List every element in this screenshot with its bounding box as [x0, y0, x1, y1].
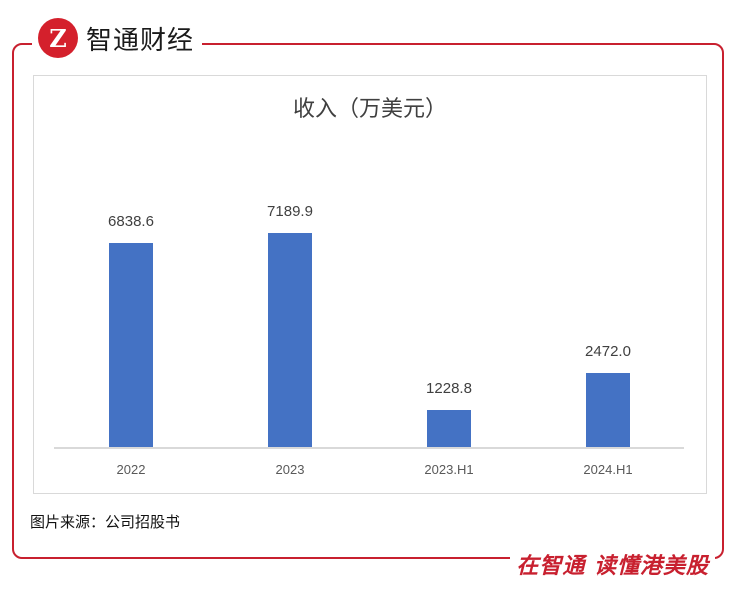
x-tick-label: 2022	[116, 462, 146, 477]
brand-header: Z 智通财经	[32, 12, 203, 64]
data-label: 7189.9	[267, 203, 313, 220]
red-frame	[12, 43, 724, 559]
chart-title: 收入（万美元）	[292, 97, 447, 122]
data-label: 6838.6	[108, 213, 154, 231]
x-tick-label: 2024.H1	[583, 462, 633, 477]
bar-2023.H1	[427, 410, 471, 447]
x-axis-line	[54, 447, 684, 449]
slogan: 在智通 读懂港美股	[510, 548, 715, 580]
x-tick-label: 2023	[275, 462, 305, 477]
bar-2022	[109, 243, 153, 447]
zhitong-logo-icon: Z	[38, 18, 78, 58]
bar-2024.H1	[586, 373, 630, 447]
data-label: 1228.8	[426, 380, 472, 398]
chart-area: 收入（万美元） 6838.6 2022 7189.9 2023 1228.8 2023.H…	[33, 75, 707, 494]
x-tick-label: 2023.H1	[424, 462, 474, 477]
data-label: 2472.0	[585, 343, 631, 361]
brand-name: 智通财经	[86, 25, 195, 56]
source-caption: 图片来源：公司招股书	[30, 513, 181, 531]
bar-2023	[268, 233, 312, 447]
